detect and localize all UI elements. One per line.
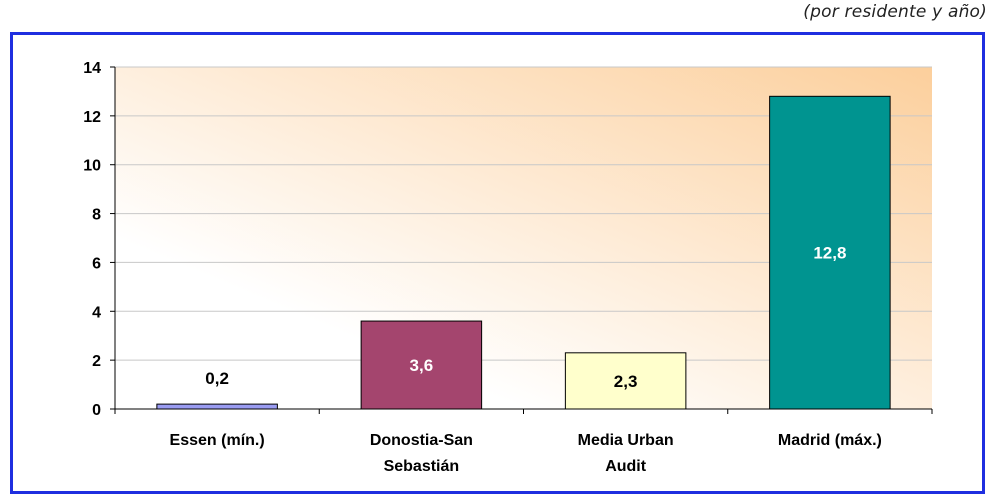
bar <box>156 403 278 410</box>
unit-note: (por residente y año) <box>803 2 987 22</box>
y-tick-label: 10 <box>83 158 101 175</box>
y-tick-label: 8 <box>92 207 101 224</box>
y-tick-label: 0 <box>92 402 101 419</box>
y-tick-label: 6 <box>92 255 101 272</box>
data-label: 0,2 <box>205 369 229 388</box>
category-label: Essen (mín.) <box>170 432 265 449</box>
bar <box>360 320 483 410</box>
category-label: Audit <box>605 458 647 475</box>
bar <box>564 352 687 410</box>
category-label: Madrid (máx.) <box>778 432 882 449</box>
category-labels: Essen (mín.) Donostia-San Sebastián Media U… <box>170 432 882 475</box>
y-tick-label: 12 <box>83 109 101 126</box>
data-label: 3,6 <box>410 356 434 375</box>
bars <box>156 95 891 410</box>
y-tick-labels: 0 2 4 6 8 10 12 14 <box>83 60 101 419</box>
data-label: 2,3 <box>614 372 638 391</box>
y-tick-label: 2 <box>92 353 101 370</box>
bar <box>769 95 891 410</box>
y-tick-label: 4 <box>92 304 101 321</box>
category-label: Sebastián <box>384 458 460 475</box>
category-label: Donostia-San <box>370 432 473 449</box>
y-tick-label: 14 <box>83 60 101 77</box>
data-label: 12,8 <box>813 244 846 263</box>
category-label: Media Urban <box>578 432 674 449</box>
data-labels: 0,2 3,6 2,3 12,8 <box>205 244 846 391</box>
